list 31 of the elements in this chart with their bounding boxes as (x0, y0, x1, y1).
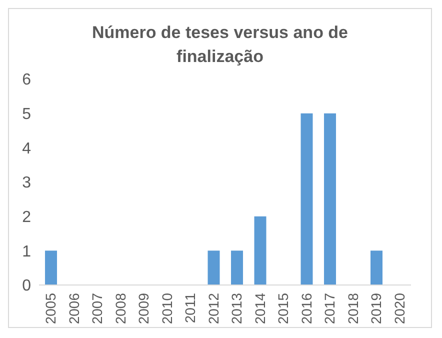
y-tick-label: 4 (22, 140, 32, 158)
x-tick-label: 2014 (252, 292, 268, 324)
x-tick-label: 2010 (158, 292, 175, 324)
x-tick-label: 2007 (89, 292, 106, 324)
bar (208, 250, 220, 285)
bar (254, 216, 266, 285)
x-tick-label: 2018 (344, 292, 361, 324)
bar (300, 113, 313, 285)
x-tick-label: 2019 (368, 292, 384, 324)
x-tick-label: 2015 (275, 292, 292, 324)
x-tick-label: 2017 (322, 292, 338, 324)
x-tick-label: 2011 (182, 292, 198, 324)
bar (231, 250, 243, 285)
x-tick-label: 2016 (298, 292, 314, 324)
x-tick-label: 2020 (391, 292, 408, 324)
x-tick-label: 2012 (205, 292, 222, 324)
y-tick-label: 1 (22, 243, 32, 260)
y-tick-label: 2 (22, 209, 32, 226)
chart-title: Número de teses versus ano de finalização (90, 22, 350, 68)
y-tick-label: 6 (22, 72, 32, 89)
x-tick-label: 2005 (42, 292, 59, 324)
y-tick-label: 3 (22, 174, 32, 192)
y-tick-label: 5 (22, 106, 32, 124)
bar (324, 113, 336, 285)
y-tick-label: 0 (22, 278, 32, 295)
x-tick-label: 2008 (112, 292, 128, 324)
x-tick-label: 2009 (136, 292, 152, 324)
x-tick-label: 2013 (228, 292, 245, 324)
bar (45, 250, 57, 285)
bar (370, 250, 382, 285)
x-tick-label: 2006 (66, 292, 82, 324)
